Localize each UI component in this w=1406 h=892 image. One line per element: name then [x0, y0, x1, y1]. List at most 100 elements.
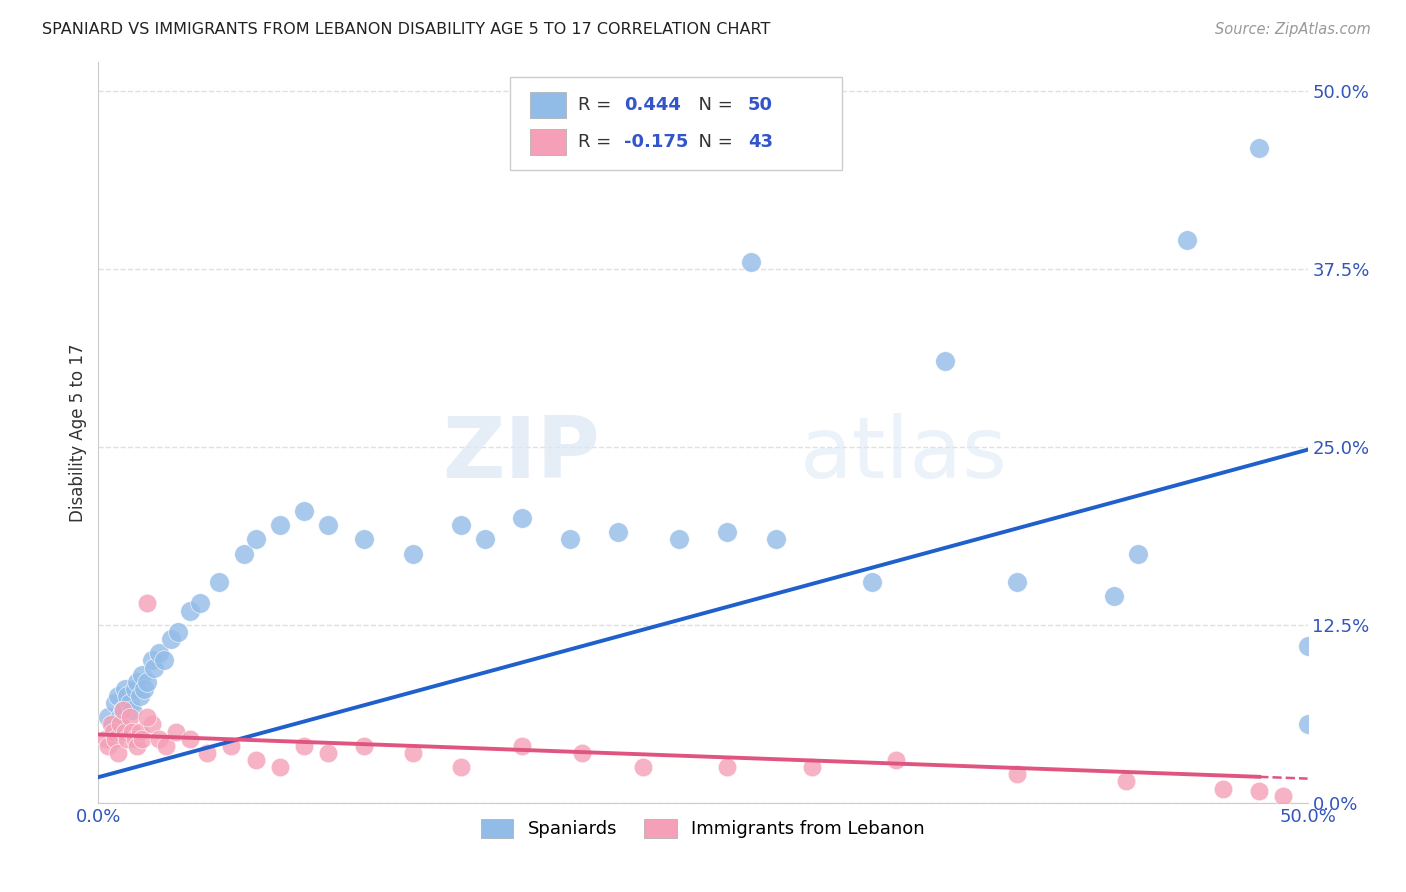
- Point: [135, 674, 157, 689]
- Text: ZIP: ZIP: [443, 413, 600, 496]
- Text: Source: ZipAtlas.com: Source: ZipAtlas.com: [1215, 22, 1371, 37]
- Point: [97, 710, 120, 724]
- Point: [124, 681, 146, 696]
- Point: [1175, 234, 1198, 248]
- Point: [631, 760, 654, 774]
- Point: [148, 646, 170, 660]
- Point: [1296, 717, 1319, 731]
- Point: [221, 739, 243, 753]
- FancyBboxPatch shape: [509, 78, 842, 169]
- Point: [124, 731, 146, 746]
- Point: [195, 746, 218, 760]
- Point: [1272, 789, 1295, 803]
- Point: [131, 731, 153, 746]
- Point: [127, 739, 149, 753]
- Point: [97, 739, 120, 753]
- Point: [160, 632, 183, 646]
- Point: [117, 689, 139, 703]
- Point: [474, 533, 496, 547]
- Point: [179, 604, 201, 618]
- Point: [402, 547, 425, 561]
- Text: 0.444: 0.444: [624, 95, 682, 114]
- Point: [104, 696, 127, 710]
- Text: N =: N =: [688, 95, 738, 114]
- Point: [143, 660, 166, 674]
- Point: [135, 597, 157, 611]
- Text: -0.175: -0.175: [624, 133, 689, 152]
- Text: 50: 50: [748, 95, 773, 114]
- Point: [108, 710, 131, 724]
- Y-axis label: Disability Age 5 to 17: Disability Age 5 to 17: [69, 343, 87, 522]
- Point: [1249, 784, 1271, 798]
- Point: [94, 731, 117, 746]
- Point: [1007, 767, 1029, 781]
- Point: [128, 689, 150, 703]
- Point: [934, 354, 956, 368]
- Point: [740, 254, 762, 268]
- Text: R =: R =: [578, 133, 617, 152]
- Point: [800, 760, 823, 774]
- Point: [1128, 547, 1150, 561]
- Point: [558, 533, 581, 547]
- Point: [1249, 141, 1271, 155]
- Point: [165, 724, 187, 739]
- Point: [353, 533, 375, 547]
- Point: [111, 703, 134, 717]
- Point: [114, 724, 136, 739]
- Point: [269, 760, 291, 774]
- Point: [232, 547, 254, 561]
- Point: [716, 760, 738, 774]
- Point: [860, 575, 883, 590]
- Point: [100, 717, 122, 731]
- Point: [121, 703, 143, 717]
- Point: [188, 597, 211, 611]
- Point: [141, 717, 163, 731]
- Point: [716, 525, 738, 540]
- Text: R =: R =: [578, 95, 617, 114]
- Point: [1296, 639, 1319, 653]
- Point: [179, 731, 201, 746]
- Point: [127, 674, 149, 689]
- Text: SPANIARD VS IMMIGRANTS FROM LEBANON DISABILITY AGE 5 TO 17 CORRELATION CHART: SPANIARD VS IMMIGRANTS FROM LEBANON DISA…: [42, 22, 770, 37]
- Point: [118, 710, 141, 724]
- Point: [245, 533, 267, 547]
- Point: [402, 746, 425, 760]
- Point: [1102, 590, 1125, 604]
- Point: [111, 703, 134, 717]
- Point: [155, 739, 177, 753]
- Point: [167, 624, 190, 639]
- Point: [128, 724, 150, 739]
- Point: [141, 653, 163, 667]
- Point: [607, 525, 630, 540]
- Text: atlas: atlas: [800, 413, 1008, 496]
- Point: [117, 731, 139, 746]
- Point: [886, 753, 908, 767]
- Point: [118, 696, 141, 710]
- Point: [107, 746, 129, 760]
- Point: [353, 739, 375, 753]
- Point: [114, 681, 136, 696]
- Point: [1007, 575, 1029, 590]
- Point: [101, 724, 124, 739]
- Point: [571, 746, 593, 760]
- Point: [292, 504, 315, 518]
- Point: [135, 710, 157, 724]
- Point: [245, 753, 267, 767]
- Point: [121, 724, 143, 739]
- Point: [152, 653, 174, 667]
- Point: [148, 731, 170, 746]
- Point: [101, 717, 124, 731]
- Point: [208, 575, 231, 590]
- Point: [316, 518, 339, 533]
- Legend: Spaniards, Immigrants from Lebanon: Spaniards, Immigrants from Lebanon: [474, 812, 932, 846]
- Point: [108, 717, 131, 731]
- FancyBboxPatch shape: [530, 92, 567, 118]
- Point: [131, 667, 153, 681]
- Point: [104, 731, 127, 746]
- Point: [1212, 781, 1234, 796]
- Point: [292, 739, 315, 753]
- Point: [450, 760, 472, 774]
- Point: [1115, 774, 1137, 789]
- Point: [668, 533, 690, 547]
- FancyBboxPatch shape: [530, 129, 567, 155]
